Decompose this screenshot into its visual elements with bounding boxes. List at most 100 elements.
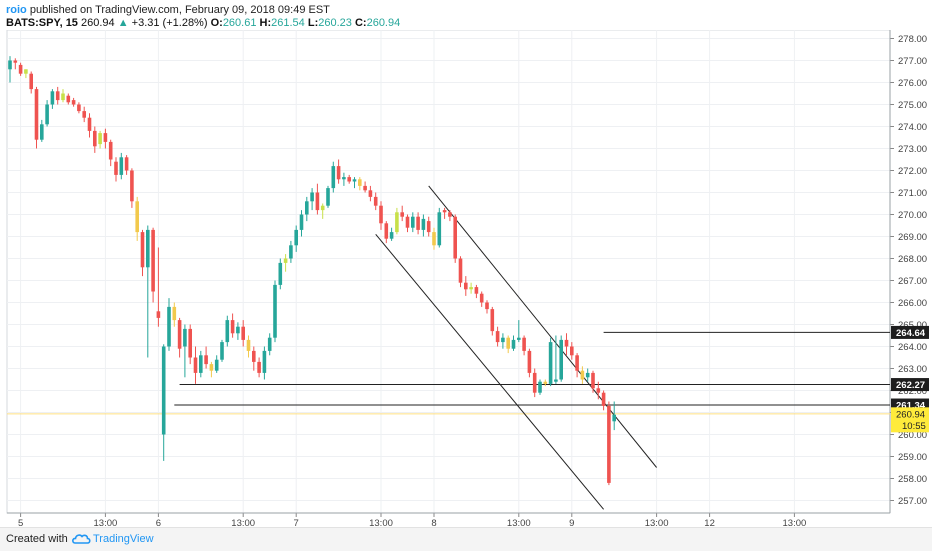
candle: [82, 106, 86, 123]
candle: [517, 320, 521, 343]
candle-body: [426, 221, 431, 233]
candle: [294, 225, 298, 252]
candle: [347, 174, 351, 184]
candle-body: [236, 326, 240, 334]
candle: [278, 258, 283, 290]
candle-body: [267, 337, 272, 351]
candle-body: [50, 91, 55, 105]
candle: [474, 284, 479, 299]
candle-body: [177, 320, 182, 349]
last-price: 260.94: [81, 17, 115, 29]
y-tick-label: 259.00: [898, 452, 927, 463]
candle-body: [220, 342, 224, 360]
candle: [432, 227, 436, 250]
candle-body: [114, 161, 118, 175]
y-tick-label: 266.00: [898, 298, 927, 309]
y-tick-label: 260.00: [898, 430, 927, 441]
candle: [124, 155, 129, 175]
candle-body: [373, 196, 378, 206]
candle: [299, 210, 304, 237]
candle-body: [474, 287, 479, 294]
candle: [532, 368, 537, 398]
candle-body: [55, 91, 60, 101]
price-label-text: 264.64: [896, 328, 926, 339]
candle: [342, 172, 346, 186]
candle-body: [204, 355, 208, 365]
candle-body: [437, 212, 442, 246]
author-link[interactable]: roio: [6, 4, 27, 16]
candle: [18, 62, 23, 76]
candle-body: [140, 232, 145, 268]
candle: [352, 177, 357, 189]
current-price-label: 260.94: [896, 409, 925, 420]
candle-body: [469, 287, 473, 290]
tradingview-link[interactable]: TradingView: [93, 533, 154, 545]
x-tick-label: 13:00: [507, 518, 531, 526]
current-price-label-box: [891, 407, 929, 433]
candle-body: [172, 306, 177, 321]
candle-body: [146, 229, 150, 268]
candle-body: [421, 218, 426, 230]
candle: [289, 240, 293, 263]
price-chart[interactable]: 257.00258.00259.00260.00261.00262.00263.…: [0, 29, 932, 529]
candle-body: [161, 346, 166, 435]
candle: [45, 100, 49, 127]
candle: [596, 381, 601, 400]
x-tick-label: 12: [704, 518, 715, 526]
candle-body: [289, 245, 293, 259]
candle: [527, 348, 532, 378]
candle-body: [87, 117, 92, 131]
candle-body: [209, 364, 214, 371]
candle-body: [432, 232, 436, 246]
candle: [193, 346, 198, 384]
candle-body: [119, 157, 124, 175]
candle-body: [294, 229, 298, 246]
candle: [220, 339, 224, 362]
publish-text: published on TradingView.com, February 0…: [29, 4, 330, 16]
candle: [464, 276, 468, 296]
candle-body: [71, 100, 76, 105]
candle: [199, 350, 203, 378]
candle: [453, 214, 457, 263]
footer-bar: Created with TradingView: [0, 527, 932, 551]
price-label-text: 261.34: [896, 401, 926, 412]
open-value: 260.61: [222, 17, 257, 29]
candle-body: [320, 205, 325, 211]
y-tick-label: 272.00: [898, 166, 927, 177]
candle-body: [395, 212, 399, 233]
candle: [119, 152, 124, 180]
y-tick-label: 277.00: [898, 56, 927, 67]
x-tick-label: 8: [431, 518, 436, 526]
candle: [140, 229, 145, 277]
candle-body: [336, 166, 341, 180]
channel-trend-line: [375, 233, 604, 510]
candle: [538, 379, 542, 395]
y-tick-label: 268.00: [898, 254, 927, 265]
candle-body: [527, 350, 532, 373]
candle-body: [167, 306, 171, 347]
candle-body: [98, 133, 102, 145]
candle: [411, 212, 415, 233]
candle-body: [61, 93, 65, 101]
candle-body: [501, 337, 505, 343]
candle: [98, 130, 102, 149]
x-tick-label: 13:00: [645, 518, 669, 526]
chart-area[interactable]: 257.00258.00259.00260.00261.00262.00263.…: [0, 29, 932, 531]
candle: [71, 97, 76, 107]
candle: [384, 221, 389, 244]
candle: [368, 185, 373, 202]
candle: [405, 214, 410, 233]
candle: [358, 177, 362, 191]
candle: [437, 207, 442, 248]
candle: [607, 401, 611, 486]
candle-body: [607, 405, 611, 483]
candle-body: [29, 73, 33, 90]
candle: [612, 401, 616, 431]
candle-body: [230, 320, 235, 334]
candle: [554, 335, 558, 384]
candle: [146, 225, 150, 358]
candle: [209, 361, 214, 378]
y-tick-label: 276.00: [898, 78, 927, 89]
y-tick-label: 278.00: [898, 34, 927, 45]
candle-body: [156, 311, 161, 318]
